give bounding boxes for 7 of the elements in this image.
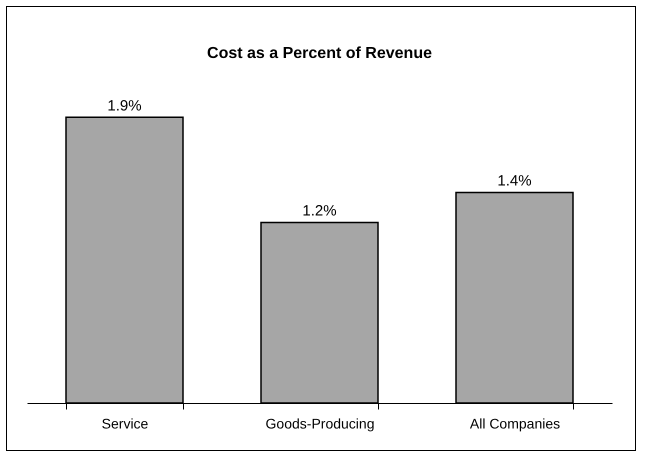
x-tick-label: Service: [102, 416, 149, 432]
chart-title: Cost as a Percent of Revenue: [207, 45, 432, 62]
x-tick-label: Goods-Producing: [266, 416, 374, 432]
data-label: 1.4%: [497, 172, 532, 190]
data-label: 1.9%: [107, 97, 142, 114]
data-label: 1.2%: [302, 202, 337, 220]
x-tick-label: All Companies: [470, 416, 560, 432]
